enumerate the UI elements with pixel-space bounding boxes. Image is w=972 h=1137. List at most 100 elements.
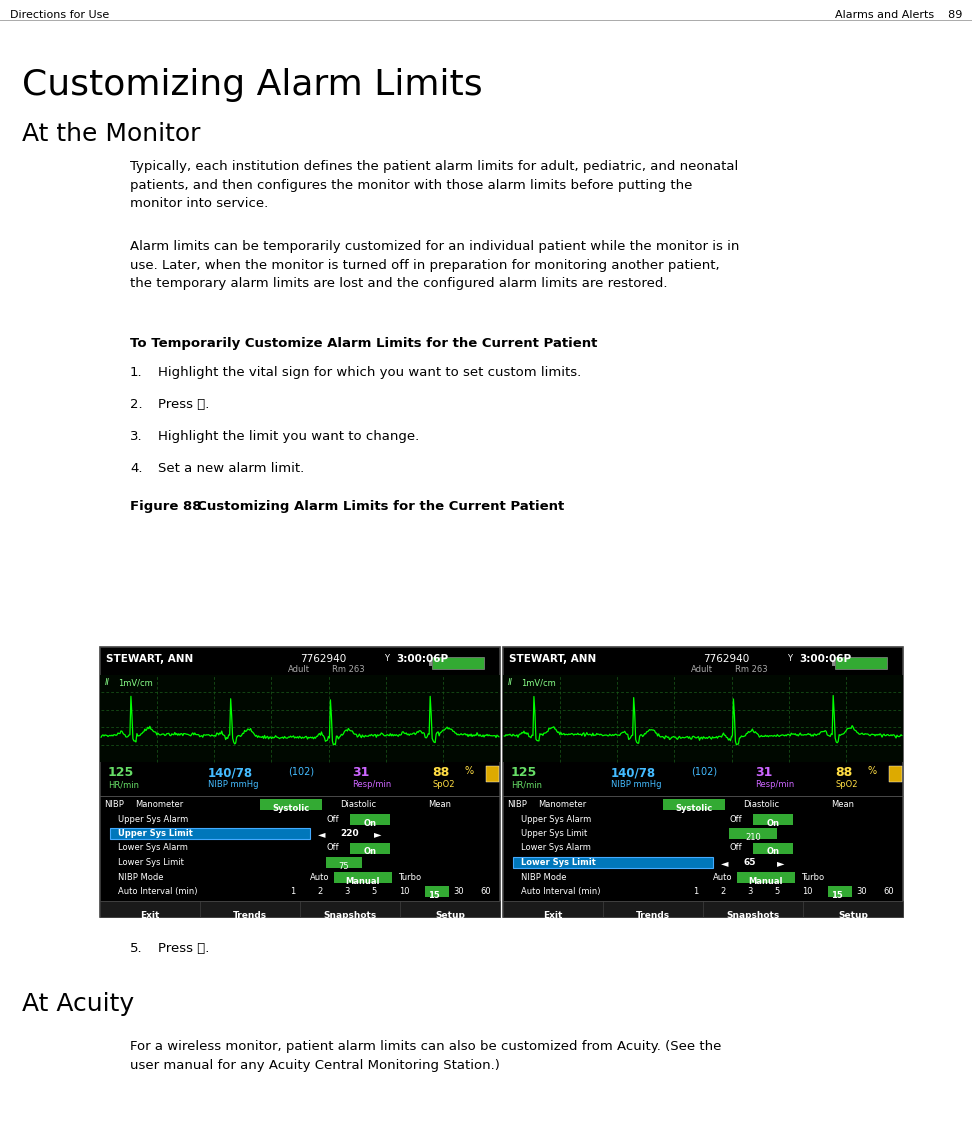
Text: ◄: ◄ xyxy=(318,829,326,839)
FancyBboxPatch shape xyxy=(334,871,392,882)
Text: (102): (102) xyxy=(691,766,717,775)
Text: 125: 125 xyxy=(108,766,134,779)
Text: Figure 88.: Figure 88. xyxy=(130,500,207,513)
FancyBboxPatch shape xyxy=(486,766,500,782)
Text: Off: Off xyxy=(729,844,742,853)
FancyBboxPatch shape xyxy=(100,675,500,762)
FancyBboxPatch shape xyxy=(326,857,362,868)
Text: 1.: 1. xyxy=(130,366,143,379)
Text: 3: 3 xyxy=(747,887,752,896)
Text: Lower Sys Limit: Lower Sys Limit xyxy=(521,858,596,868)
Text: Auto Interval (min): Auto Interval (min) xyxy=(118,887,197,896)
Text: Diastolic: Diastolic xyxy=(743,800,780,810)
Text: Resp/min: Resp/min xyxy=(352,780,392,789)
Text: 10: 10 xyxy=(802,887,813,896)
FancyBboxPatch shape xyxy=(703,901,803,918)
Text: Highlight the vital sign for which you want to set custom limits.: Highlight the vital sign for which you w… xyxy=(158,366,581,379)
Text: Off: Off xyxy=(326,844,338,853)
Text: 3:00:06P: 3:00:06P xyxy=(799,654,851,664)
Text: On: On xyxy=(767,819,780,828)
Text: II: II xyxy=(508,678,513,687)
Text: Off: Off xyxy=(729,814,742,823)
Text: Customizing Alarm Limits: Customizing Alarm Limits xyxy=(22,68,483,102)
Text: NIBP: NIBP xyxy=(104,800,123,810)
FancyBboxPatch shape xyxy=(425,886,449,897)
Text: SpO2: SpO2 xyxy=(432,780,455,789)
Text: NIBP mmHg: NIBP mmHg xyxy=(611,780,662,789)
Text: 140/78: 140/78 xyxy=(611,766,656,779)
FancyBboxPatch shape xyxy=(835,657,887,669)
FancyBboxPatch shape xyxy=(100,647,500,918)
Text: For a wireless monitor, patient alarm limits can also be customized from Acuity.: For a wireless monitor, patient alarm li… xyxy=(130,1040,721,1071)
Text: Manual: Manual xyxy=(346,877,380,886)
Text: 5: 5 xyxy=(775,887,780,896)
Text: 7762940: 7762940 xyxy=(300,654,346,664)
Text: Typically, each institution defines the patient alarm limits for adult, pediatri: Typically, each institution defines the … xyxy=(130,160,739,210)
Text: 1: 1 xyxy=(693,887,698,896)
Text: 31: 31 xyxy=(352,766,369,779)
Text: 88: 88 xyxy=(432,766,449,779)
Text: 2.: 2. xyxy=(130,398,143,410)
Text: 75: 75 xyxy=(338,862,349,871)
Text: Upper Sys Limit: Upper Sys Limit xyxy=(118,829,192,838)
FancyBboxPatch shape xyxy=(260,799,322,810)
Text: Setup: Setup xyxy=(838,911,868,920)
Text: 1mV/cm: 1mV/cm xyxy=(521,678,556,687)
Text: Upper Sys Alarm: Upper Sys Alarm xyxy=(521,814,591,823)
FancyBboxPatch shape xyxy=(503,901,603,918)
Text: 60: 60 xyxy=(480,887,491,896)
Text: Customizing Alarm Limits for the Current Patient: Customizing Alarm Limits for the Current… xyxy=(188,500,565,513)
Text: Mean: Mean xyxy=(831,800,854,810)
Text: Setup: Setup xyxy=(435,911,465,920)
FancyBboxPatch shape xyxy=(753,813,793,824)
FancyBboxPatch shape xyxy=(729,828,777,839)
Text: Adult: Adult xyxy=(691,665,713,674)
Text: 88: 88 xyxy=(835,766,852,779)
Text: 3: 3 xyxy=(344,887,350,896)
Text: Exit: Exit xyxy=(543,911,563,920)
FancyBboxPatch shape xyxy=(432,657,484,669)
Text: NIBP Mode: NIBP Mode xyxy=(521,872,567,881)
FancyBboxPatch shape xyxy=(350,843,390,854)
FancyBboxPatch shape xyxy=(110,828,310,839)
Text: 30: 30 xyxy=(453,887,464,896)
Text: NIBP mmHg: NIBP mmHg xyxy=(208,780,259,789)
Text: Resp/min: Resp/min xyxy=(755,780,794,789)
Text: 2: 2 xyxy=(720,887,725,896)
FancyBboxPatch shape xyxy=(663,799,725,810)
FancyBboxPatch shape xyxy=(513,857,713,868)
Text: HR/min: HR/min xyxy=(511,780,542,789)
Text: Set a new alarm limit.: Set a new alarm limit. xyxy=(158,462,304,475)
Text: Manometer: Manometer xyxy=(135,800,184,810)
FancyBboxPatch shape xyxy=(100,901,199,918)
Text: 125: 125 xyxy=(511,766,538,779)
Text: STEWART, ANN: STEWART, ANN xyxy=(106,654,193,664)
Text: NIBP Mode: NIBP Mode xyxy=(118,872,163,881)
Text: On: On xyxy=(364,847,376,856)
Text: %: % xyxy=(867,766,876,775)
Text: NIBP: NIBP xyxy=(507,800,527,810)
Text: Y: Y xyxy=(384,654,389,663)
Text: ►: ► xyxy=(374,829,381,839)
Text: 7762940: 7762940 xyxy=(703,654,749,664)
Text: 15: 15 xyxy=(831,891,843,901)
Text: Auto Interval (min): Auto Interval (min) xyxy=(521,887,601,896)
FancyBboxPatch shape xyxy=(350,813,390,824)
Text: At the Monitor: At the Monitor xyxy=(22,122,200,146)
FancyBboxPatch shape xyxy=(753,843,793,854)
Text: Mean: Mean xyxy=(428,800,451,810)
Text: 1mV/cm: 1mV/cm xyxy=(118,678,153,687)
Text: Upper Sys Alarm: Upper Sys Alarm xyxy=(118,814,189,823)
FancyBboxPatch shape xyxy=(828,886,852,897)
Text: Trends: Trends xyxy=(636,911,670,920)
Text: ◄: ◄ xyxy=(721,858,728,868)
Text: On: On xyxy=(767,847,780,856)
FancyBboxPatch shape xyxy=(603,901,703,918)
Text: Highlight the limit you want to change.: Highlight the limit you want to change. xyxy=(158,430,419,443)
Text: Trends: Trends xyxy=(233,911,267,920)
Text: SpO2: SpO2 xyxy=(835,780,857,789)
FancyBboxPatch shape xyxy=(300,901,399,918)
Text: At Acuity: At Acuity xyxy=(22,991,134,1016)
Text: 5: 5 xyxy=(371,887,377,896)
Text: HR/min: HR/min xyxy=(108,780,139,789)
